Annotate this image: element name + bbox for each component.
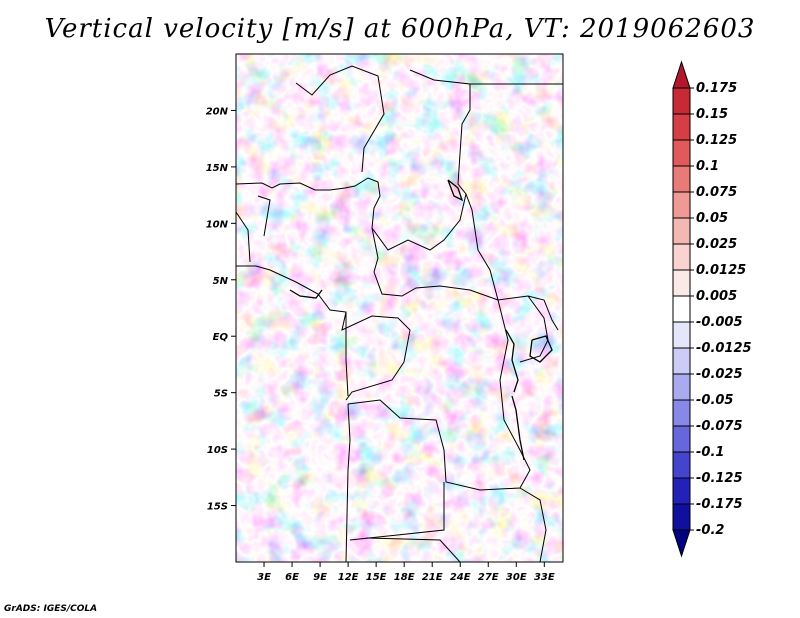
colorbar-top-triangle bbox=[672, 60, 691, 89]
colorbar-label: 0.1 bbox=[696, 159, 719, 174]
colorbar-swatch bbox=[672, 503, 691, 531]
map-frame bbox=[235, 53, 564, 563]
colorbar-label: 0.025 bbox=[696, 237, 737, 252]
lon-tick-label: 33E bbox=[534, 572, 555, 583]
lat-tick-label: 15N bbox=[206, 163, 229, 174]
lat-tick-label: 20N bbox=[206, 106, 229, 117]
velocity-field bbox=[236, 54, 563, 562]
lon-tick-label: 27E bbox=[478, 572, 499, 583]
velocity-shading bbox=[236, 54, 563, 562]
lon-tick-label: 12E bbox=[338, 572, 359, 583]
colorbar-label: -0.025 bbox=[696, 367, 743, 382]
lon-tick-label: 18E bbox=[394, 572, 415, 583]
colorbar-label: 0.05 bbox=[696, 211, 728, 226]
colorbar-swatch bbox=[672, 477, 691, 505]
lon-tick-label: 21E bbox=[422, 572, 443, 583]
colorbar-swatch bbox=[672, 269, 691, 297]
latitude-axis: 20N 15N 10N 5N EQ 5S 10S 15S bbox=[206, 106, 236, 513]
colorbar-swatch bbox=[672, 217, 691, 245]
map-title: Vertical velocity [m/s] at 600hPa, VT: 2… bbox=[44, 14, 756, 44]
colorbar-label: 0.0125 bbox=[696, 263, 746, 278]
colorbar-swatch bbox=[672, 295, 691, 323]
grads-credit: GrADS: IGES/COLA bbox=[4, 604, 98, 614]
colorbar-bottom-triangle bbox=[672, 529, 691, 558]
lakes bbox=[289, 179, 553, 461]
colorbar: 0.175 0.15 0.125 0.1 0.075 0.05 0.025 0.0125 0.0… bbox=[672, 60, 752, 558]
lon-tick-label: 24E bbox=[450, 572, 471, 583]
colorbar-swatch bbox=[672, 321, 691, 349]
lat-tick-label: 10S bbox=[207, 445, 228, 456]
lon-tick-label: 6E bbox=[285, 572, 299, 583]
colorbar-swatch bbox=[672, 451, 691, 479]
colorbar-label: -0.005 bbox=[696, 315, 743, 330]
lat-tick-label: 5N bbox=[213, 276, 229, 287]
lon-tick-label: 3E bbox=[257, 572, 271, 583]
colorbar-swatch bbox=[672, 373, 691, 401]
colorbar-label: 0.075 bbox=[696, 185, 737, 200]
lat-tick-label: EQ bbox=[213, 332, 229, 343]
lat-tick-label: 15S bbox=[207, 502, 228, 513]
colorbar-label: -0.2 bbox=[696, 523, 724, 538]
colorbar-label: 0.15 bbox=[696, 107, 728, 122]
colorbar-swatch bbox=[672, 87, 691, 115]
colorbar-swatch bbox=[672, 243, 691, 271]
lon-tick-label: 30E bbox=[506, 572, 527, 583]
colorbar-label: 0.125 bbox=[696, 133, 737, 148]
colorbar-label: 0.005 bbox=[696, 289, 737, 304]
colorbar-label: -0.05 bbox=[696, 393, 733, 408]
colorbar-swatch bbox=[672, 399, 691, 427]
longitude-axis: 3E 6E 9E 12E 15E 18E 21E 24E 27E 30E 33E bbox=[257, 562, 555, 583]
colorbar-label: -0.0125 bbox=[696, 341, 752, 356]
colorbar-label: 0.175 bbox=[696, 81, 737, 96]
colorbar-swatch bbox=[672, 191, 691, 219]
colorbar-label: -0.125 bbox=[696, 471, 743, 486]
country-borders bbox=[236, 65, 563, 562]
colorbar-swatch bbox=[672, 113, 691, 141]
lon-tick-label: 9E bbox=[313, 572, 327, 583]
colorbar-swatch bbox=[672, 425, 691, 453]
colorbar-swatch bbox=[672, 165, 691, 193]
colorbar-swatch bbox=[672, 347, 691, 375]
lat-tick-label: 5S bbox=[214, 389, 228, 400]
colorbar-swatch bbox=[672, 139, 691, 167]
lon-tick-label: 15E bbox=[366, 572, 387, 583]
colorbar-label: -0.075 bbox=[696, 419, 743, 434]
lat-tick-label: 10N bbox=[206, 219, 229, 230]
colorbar-label: -0.175 bbox=[696, 497, 743, 512]
colorbar-label: -0.1 bbox=[696, 445, 724, 460]
